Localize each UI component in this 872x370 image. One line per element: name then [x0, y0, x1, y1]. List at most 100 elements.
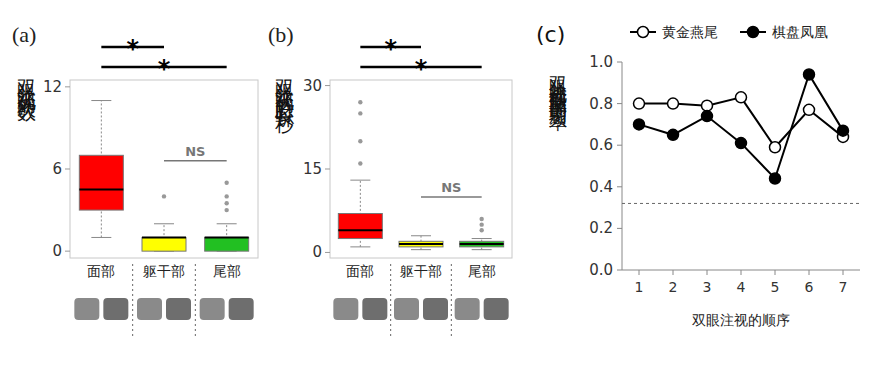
boxes [338, 100, 503, 250]
y-tick [325, 169, 330, 170]
x-axis-title: 双眼注视的顺序 [692, 312, 790, 328]
fish-photo [137, 298, 162, 320]
whisker-cap [472, 249, 492, 250]
separator [390, 264, 391, 338]
box [338, 214, 382, 239]
outlier [358, 139, 362, 143]
marker [634, 119, 645, 130]
median [338, 229, 382, 231]
lines [622, 69, 860, 203]
y-tick [325, 85, 330, 86]
legend: 黄金燕尾棋盘凤凰 [630, 24, 828, 40]
x-tick-label: 4 [737, 279, 746, 295]
fish-photo [74, 298, 99, 320]
marker [770, 142, 781, 153]
significance-label: NS [185, 144, 205, 159]
x-tick-label: 面部 [87, 263, 115, 279]
y-tick-label: 0 [52, 242, 62, 260]
fish-photo [166, 298, 191, 320]
y-tick-label: 0.2 [589, 219, 613, 237]
fish-photo [455, 298, 480, 320]
y-tick [617, 62, 622, 63]
fish-photo [229, 298, 254, 320]
y-tick-label: 0.8 [589, 95, 613, 113]
y-tick [617, 186, 622, 187]
box [460, 241, 504, 247]
marker [702, 100, 713, 111]
y-tick-label: 30 [303, 77, 322, 95]
box [399, 241, 443, 247]
significance-label: * [158, 55, 171, 83]
x-tick-label: 面部 [346, 263, 374, 279]
legend-label: 黄金燕尾 [662, 24, 718, 40]
x-tick-label: 2 [669, 279, 678, 295]
marker [668, 129, 679, 140]
x-tick-label: 5 [771, 279, 780, 295]
median [205, 236, 249, 238]
fish-photo [423, 298, 448, 320]
x-tick [707, 270, 708, 275]
outlier [224, 180, 228, 184]
median [460, 243, 504, 245]
whisker-cap [411, 249, 431, 250]
y-axis-title: 双眼注视的总时长（秒） [275, 64, 297, 134]
figure: (a)双眼注视的次数0612面部躯干部尾部**NS(b)双眼注视的总时长（秒）0… [0, 0, 872, 370]
box [205, 237, 249, 251]
series-line [639, 74, 843, 178]
fish-photo [103, 298, 128, 320]
fish-photo [333, 298, 358, 320]
whisker-cap [350, 246, 370, 247]
plot-frame [70, 80, 258, 258]
marker [736, 92, 747, 103]
x-tick-label: 7 [839, 279, 848, 295]
reference-line [622, 203, 860, 204]
y-tick-label: 1.0 [589, 53, 613, 71]
y-tick-label: 0.0 [589, 261, 613, 279]
marker [634, 98, 645, 109]
legend-marker [748, 27, 759, 38]
marker [702, 111, 713, 122]
box [79, 155, 123, 210]
whisker-cap [472, 238, 492, 239]
panel-letter: (a) [12, 22, 36, 47]
x-tick [809, 270, 810, 275]
whisker-cap [217, 223, 237, 224]
x-tick-label: 躯干部 [400, 263, 442, 279]
y-tick-label: 12 [43, 78, 62, 96]
fish-photo [200, 298, 225, 320]
y-tick-label: 6 [52, 160, 62, 178]
panel-letter: (b) [268, 22, 294, 47]
outlier [162, 194, 166, 198]
y-tick [617, 270, 622, 271]
y-tick-label: 15 [303, 160, 322, 178]
y-axis-title: 双眼注视模型面部的平均频率 [548, 62, 569, 132]
significance-label: NS [441, 180, 461, 195]
x-tick [843, 270, 844, 275]
significance-label: * [126, 35, 139, 63]
x-tick-label: 尾部 [468, 263, 496, 279]
outlier [479, 217, 483, 221]
outlier [358, 161, 362, 165]
plot-frame [330, 80, 512, 258]
y-tick-label: 0.4 [589, 178, 613, 196]
outlier [224, 194, 228, 198]
whisker-cap [91, 100, 111, 101]
x-tick-label: 1 [635, 279, 644, 295]
whisker-cap [154, 223, 174, 224]
outlier [358, 100, 362, 104]
fish-photo [362, 298, 387, 320]
y-tick [617, 228, 622, 229]
marker [804, 69, 815, 80]
x-tick [741, 270, 742, 275]
marker [668, 98, 679, 109]
fish-photo [484, 298, 509, 320]
significance-bracket [164, 160, 227, 162]
y-tick-label: 0 [312, 243, 322, 261]
significance-label: * [415, 55, 428, 83]
median [142, 236, 186, 238]
marker [838, 125, 849, 136]
panel-2: (c)双眼注视模型面部的平均频率双眼注视的顺序0.00.20.40.60.81.… [536, 22, 860, 328]
boxes [79, 101, 248, 252]
box [142, 237, 186, 251]
whisker-cap [411, 235, 431, 236]
